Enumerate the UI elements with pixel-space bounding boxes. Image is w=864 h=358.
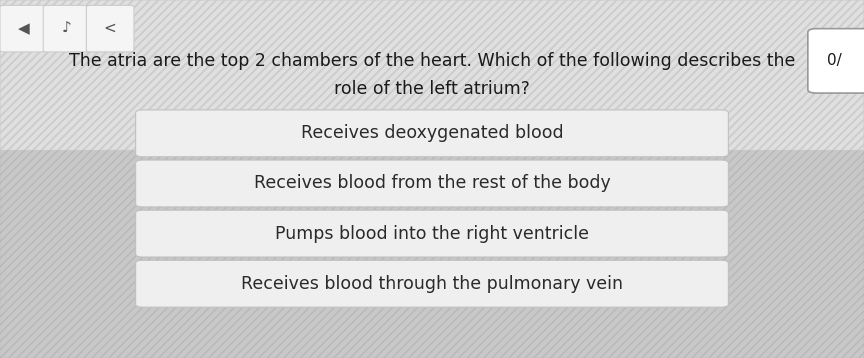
FancyBboxPatch shape: [808, 29, 864, 93]
Text: ◀: ◀: [18, 21, 29, 36]
FancyBboxPatch shape: [136, 210, 728, 257]
Text: Receives blood through the pulmonary vein: Receives blood through the pulmonary vei…: [241, 275, 623, 293]
Text: Pumps blood into the right ventricle: Pumps blood into the right ventricle: [275, 224, 589, 243]
Text: The atria are the top 2 chambers of the heart. Which of the following describes : The atria are the top 2 chambers of the …: [69, 52, 795, 70]
FancyBboxPatch shape: [43, 5, 91, 52]
FancyBboxPatch shape: [136, 110, 728, 157]
FancyBboxPatch shape: [136, 160, 728, 207]
FancyBboxPatch shape: [136, 260, 728, 307]
Text: Receives blood from the rest of the body: Receives blood from the rest of the body: [254, 174, 610, 193]
Text: 0/: 0/: [827, 53, 842, 68]
FancyBboxPatch shape: [0, 0, 864, 150]
FancyBboxPatch shape: [0, 5, 48, 52]
Text: role of the left atrium?: role of the left atrium?: [334, 81, 530, 98]
Text: ♪: ♪: [62, 21, 72, 36]
Text: <: <: [104, 21, 117, 36]
Text: Receives deoxygenated blood: Receives deoxygenated blood: [301, 124, 563, 142]
FancyBboxPatch shape: [86, 5, 134, 52]
